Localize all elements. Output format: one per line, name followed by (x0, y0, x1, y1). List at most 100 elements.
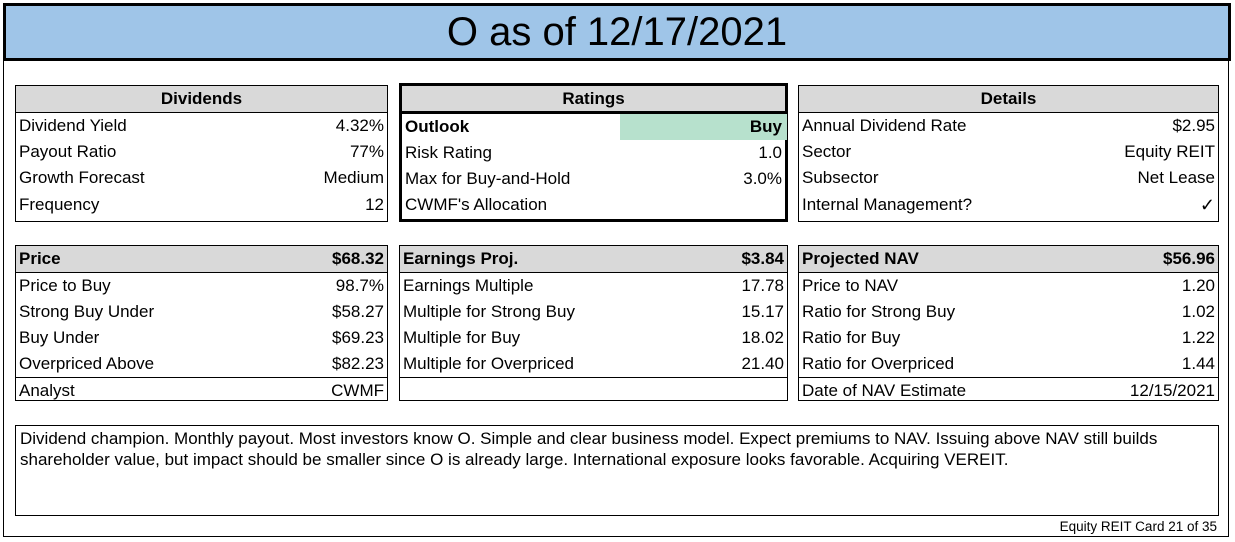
ratings-header: Ratings (402, 86, 785, 114)
row-label: Price to Buy (19, 276, 111, 295)
multiple-buy-row: Multiple for Buy 18.02 (400, 325, 787, 351)
outlook-row: Outlook Buy (402, 114, 785, 140)
earnings-footer-row (400, 377, 787, 403)
nav-header-value: $56.96 (1163, 249, 1215, 268)
row-value: Medium (323, 168, 384, 187)
ratio-buy-row: Ratio for Buy 1.22 (799, 325, 1218, 351)
row-label: CWMF's Allocation (405, 195, 548, 214)
title-text: O as of 12/17/2021 (446, 9, 788, 54)
max-buy-hold-row: Max for Buy-and-Hold 3.0% (402, 166, 785, 192)
details-card: Details Annual Dividend Rate $2.95 Sector… (798, 85, 1219, 222)
row-value: 12 (365, 195, 384, 214)
row-value: 15.17 (741, 302, 784, 321)
growth-forecast-row: Growth Forecast Medium (16, 165, 387, 191)
dividends-card: Dividends Dividend Yield 4.32% Payout Rat… (15, 85, 388, 222)
price-header-label: Price (19, 249, 61, 268)
row-value: 3.0% (743, 169, 782, 188)
row-label: Ratio for Overpriced (802, 354, 955, 373)
row-label: Dividend Yield (19, 116, 127, 135)
payout-ratio-row: Payout Ratio 77% (16, 139, 387, 165)
strong-buy-under-row: Strong Buy Under $58.27 (16, 299, 387, 325)
multiple-overpriced-row: Multiple for Overpriced 21.40 (400, 351, 787, 377)
row-value: 77% (349, 142, 384, 161)
row-label: Buy Under (19, 328, 100, 347)
annual-dividend-row: Annual Dividend Rate $2.95 (799, 113, 1218, 139)
row-value: 21.40 (741, 354, 784, 373)
row-value: $2.95 (1172, 116, 1215, 135)
row-label: Analyst (19, 380, 75, 400)
earnings-header-label: Earnings Proj. (403, 249, 519, 268)
row-value: $82.23 (332, 354, 384, 373)
overpriced-above-row: Overpriced Above $82.23 (16, 351, 387, 377)
row-label: Ratio for Strong Buy (802, 302, 956, 321)
price-header-value: $68.32 (332, 249, 384, 268)
checkmark-icon: ✓ (1199, 194, 1215, 215)
row-value: $69.23 (332, 328, 384, 347)
nav-card: Projected NAV $56.96 Price to NAV 1.20 Rat… (798, 245, 1219, 401)
notes-box: Dividend champion. Monthly payout. Most … (15, 425, 1219, 516)
row-label: Multiple for Overpriced (403, 354, 575, 373)
row-label: Frequency (19, 195, 100, 214)
ratings-body: Outlook Buy Risk Rating 1.0 Max for Buy-an… (402, 114, 787, 218)
subsector-row: Subsector Net Lease (799, 165, 1218, 191)
row-label: Multiple for Strong Buy (403, 302, 575, 321)
row-label: Internal Management? (802, 195, 973, 214)
price-header: Price $68.32 (16, 246, 387, 273)
row-label: Max for Buy-and-Hold (405, 169, 571, 188)
nav-header-label: Projected NAV (802, 249, 919, 268)
dividend-yield-row: Dividend Yield 4.32% (16, 113, 387, 139)
details-header: Details (799, 86, 1218, 113)
row-label: Strong Buy Under (19, 302, 155, 321)
outlook-highlight (620, 114, 787, 140)
row-value: 12/15/2021 (1129, 380, 1215, 400)
row-label: Subsector (802, 168, 879, 187)
analyst-row: Analyst CWMF (16, 377, 387, 403)
row-value: Net Lease (1137, 168, 1216, 187)
row-value: 1.22 (1181, 328, 1215, 347)
row-value: 1.0 (758, 143, 782, 162)
row-label: Overpriced Above (19, 354, 155, 373)
row-label: Growth Forecast (19, 168, 145, 187)
row-label: Outlook (405, 117, 470, 136)
row-value: 4.32% (335, 116, 384, 135)
dividends-header: Dividends (16, 86, 387, 113)
frequency-row: Frequency 12 (16, 191, 387, 219)
price-to-nav-row: Price to NAV 1.20 (799, 273, 1218, 299)
row-value: 18.02 (741, 328, 784, 347)
row-value: $58.27 (332, 302, 384, 321)
row-label: Sector (802, 142, 852, 161)
internal-management-row: Internal Management? ✓ (799, 191, 1218, 219)
risk-rating-row: Risk Rating 1.0 (402, 140, 785, 166)
price-to-buy-row: Price to Buy 98.7% (16, 273, 387, 299)
row-label: Annual Dividend Rate (802, 116, 967, 135)
row-label: Ratio for Buy (802, 328, 901, 347)
row-value: Equity REIT (1124, 142, 1215, 161)
row-label: Multiple for Buy (403, 328, 521, 347)
row-label: Payout Ratio (19, 142, 117, 161)
notes-text: Dividend champion. Monthly payout. Most … (20, 429, 1158, 469)
nav-date-row: Date of NAV Estimate 12/15/2021 (799, 377, 1218, 403)
earnings-header: Earnings Proj. $3.84 (400, 246, 787, 273)
multiple-strong-buy-row: Multiple for Strong Buy 15.17 (400, 299, 787, 325)
row-label: Price to NAV (802, 276, 899, 295)
earnings-header-value: $3.84 (741, 249, 784, 268)
nav-header: Projected NAV $56.96 (799, 246, 1218, 273)
outlook-value: Buy (749, 117, 782, 136)
row-value: 1.02 (1181, 302, 1215, 321)
price-card: Price $68.32 Price to Buy 98.7% Strong Buy… (15, 245, 388, 401)
row-value: 1.44 (1181, 354, 1215, 373)
ratings-card: Ratings Outlook Buy Risk Rating 1.0 Max fo… (399, 83, 788, 222)
row-label: Date of NAV Estimate (802, 380, 967, 400)
earnings-card: Earnings Proj. $3.84 Earnings Multiple 17.… (399, 245, 788, 401)
row-label: Risk Rating (405, 143, 492, 162)
row-value: 17.78 (741, 276, 784, 295)
row-value: 1.20 (1181, 276, 1215, 295)
ratio-overpriced-row: Ratio for Overpriced 1.44 (799, 351, 1218, 377)
page-title: O as of 12/17/2021 (3, 3, 1231, 61)
ratio-strong-buy-row: Ratio for Strong Buy 1.02 (799, 299, 1218, 325)
row-value: CWMF (331, 380, 384, 400)
row-value: 98.7% (335, 276, 384, 295)
allocation-row: CWMF's Allocation (402, 192, 785, 218)
buy-under-row: Buy Under $69.23 (16, 325, 387, 351)
card-counter: Equity REIT Card 21 of 35 (1059, 519, 1217, 534)
